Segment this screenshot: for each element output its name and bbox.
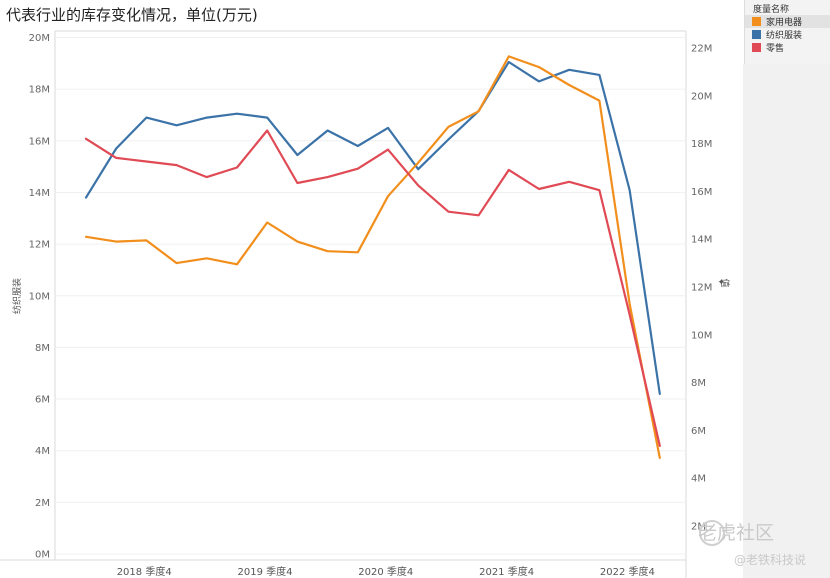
right-tick-label: 22M: [691, 44, 712, 55]
legend-swatch-textile: [752, 30, 761, 39]
x-tick-label: 2018 季度4: [117, 565, 172, 578]
right-tick-label: 18M: [691, 139, 712, 150]
left-tick-label: 8M: [35, 343, 50, 354]
left-tick-label: 6M: [35, 395, 50, 406]
left-tick-label: 18M: [29, 85, 50, 96]
legend-title: 度量名称: [753, 5, 790, 15]
right-axis-title: 值: [719, 278, 731, 287]
legend: 度量名称 家用电器 纺织服装 零售: [744, 0, 830, 64]
legend-swatch-retail: [752, 43, 761, 52]
right-tick-label: 2M: [691, 522, 706, 533]
series-line-0: [84, 60, 661, 395]
right-tick-label: 12M: [691, 283, 712, 294]
legend-item-textile[interactable]: 纺织服装: [745, 28, 830, 41]
right-tick-label: 10M: [691, 330, 712, 341]
right-tick-label: 8M: [691, 378, 706, 389]
x-tick-label: 2022 季度4: [600, 565, 655, 578]
legend-label-retail: 零售: [766, 44, 785, 54]
series-line-2: [84, 129, 661, 447]
right-tick-label: 14M: [691, 235, 712, 246]
left-tick-label: 4M: [35, 446, 50, 457]
legend-label-appliances: 家用电器: [766, 18, 803, 28]
pin-icon: ✦: [715, 278, 725, 286]
x-tick-label: 2021 季度4: [479, 565, 534, 578]
right-tick-label: 6M: [691, 426, 706, 437]
legend-label-textile: 纺织服装: [766, 31, 803, 41]
left-tick-label: 14M: [29, 188, 50, 199]
legend-item-retail[interactable]: 零售: [745, 41, 830, 54]
left-tick-label: 12M: [29, 240, 50, 251]
watermark-logo-icon: [699, 520, 725, 546]
legend-swatch-appliances: [752, 17, 761, 26]
legend-item-appliances[interactable]: 家用电器: [745, 15, 830, 28]
left-tick-label: 10M: [29, 291, 50, 302]
left-tick-label: 20M: [29, 33, 50, 44]
x-tick-label: 2020 季度4: [358, 565, 413, 578]
right-tick-label: 4M: [691, 474, 706, 485]
watermark-sub: @老铁科技说: [734, 553, 807, 567]
chart-title: 代表行业的库存变化情况，单位(万元): [6, 6, 258, 24]
series-line-1: [84, 55, 661, 459]
side-panel-bg: [743, 64, 830, 578]
left-tick-label: 0M: [35, 550, 50, 561]
right-tick-label: 16M: [691, 187, 712, 198]
left-tick-label: 16M: [29, 136, 50, 147]
left-axis-title: 纺织服装: [11, 278, 23, 314]
left-tick-label: 2M: [35, 498, 50, 509]
x-tick-label: 2019 季度4: [238, 565, 293, 578]
right-tick-label: 20M: [691, 91, 712, 102]
watermark-main: 老虎社区: [698, 522, 775, 544]
